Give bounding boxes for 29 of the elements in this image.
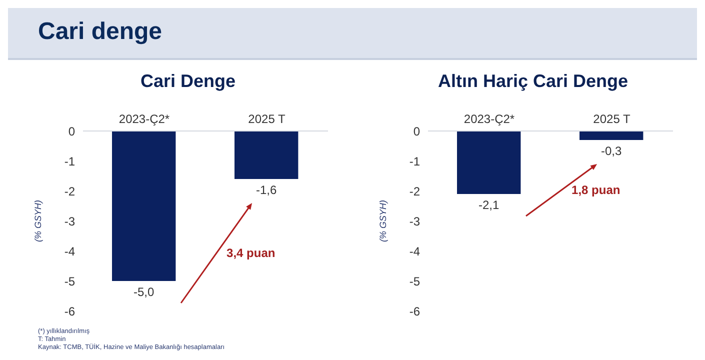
x-tick-label: 2025 T	[248, 112, 286, 126]
y-tick-label: -1	[409, 154, 420, 168]
data-label: -1,6	[256, 183, 278, 197]
y-axis-title: (% GSYH)	[33, 200, 44, 242]
x-tick-label: 2023-Ç2*	[464, 112, 515, 126]
y-tick-label: -6	[409, 304, 420, 318]
y-tick-label: -6	[64, 304, 76, 318]
x-tick-label: 2023-Ç2*	[118, 112, 170, 126]
text: Cari denge	[38, 18, 162, 46]
annotation: 3,4 puan	[226, 246, 276, 260]
y-tick-label: -5	[64, 274, 76, 288]
y-tick-label: -2	[409, 184, 420, 198]
data-label: -0,3	[601, 144, 622, 158]
y-axis-title: (% GSYH)	[378, 200, 388, 242]
chart-title: Altın Hariç Cari Denge	[436, 70, 630, 93]
y-tick-label: -4	[409, 244, 420, 258]
data-label: -5,0	[134, 285, 155, 299]
y-tick-label: -2	[64, 184, 76, 198]
y-tick-label: 0	[413, 124, 420, 138]
y-tick-label: -3	[64, 214, 76, 228]
x-tick-label: 2025 T	[593, 112, 631, 126]
y-tick-label: -1	[64, 154, 76, 168]
y-tick-label: -3	[409, 214, 420, 228]
data-label: -2,1	[478, 198, 500, 212]
annotation: 1,8 puan	[572, 183, 620, 197]
y-tick-label: -4	[64, 244, 76, 258]
chart-title: Cari Denge	[139, 70, 237, 93]
y-tick-label: 0	[68, 124, 76, 138]
y-tick-label: -5	[409, 274, 420, 288]
